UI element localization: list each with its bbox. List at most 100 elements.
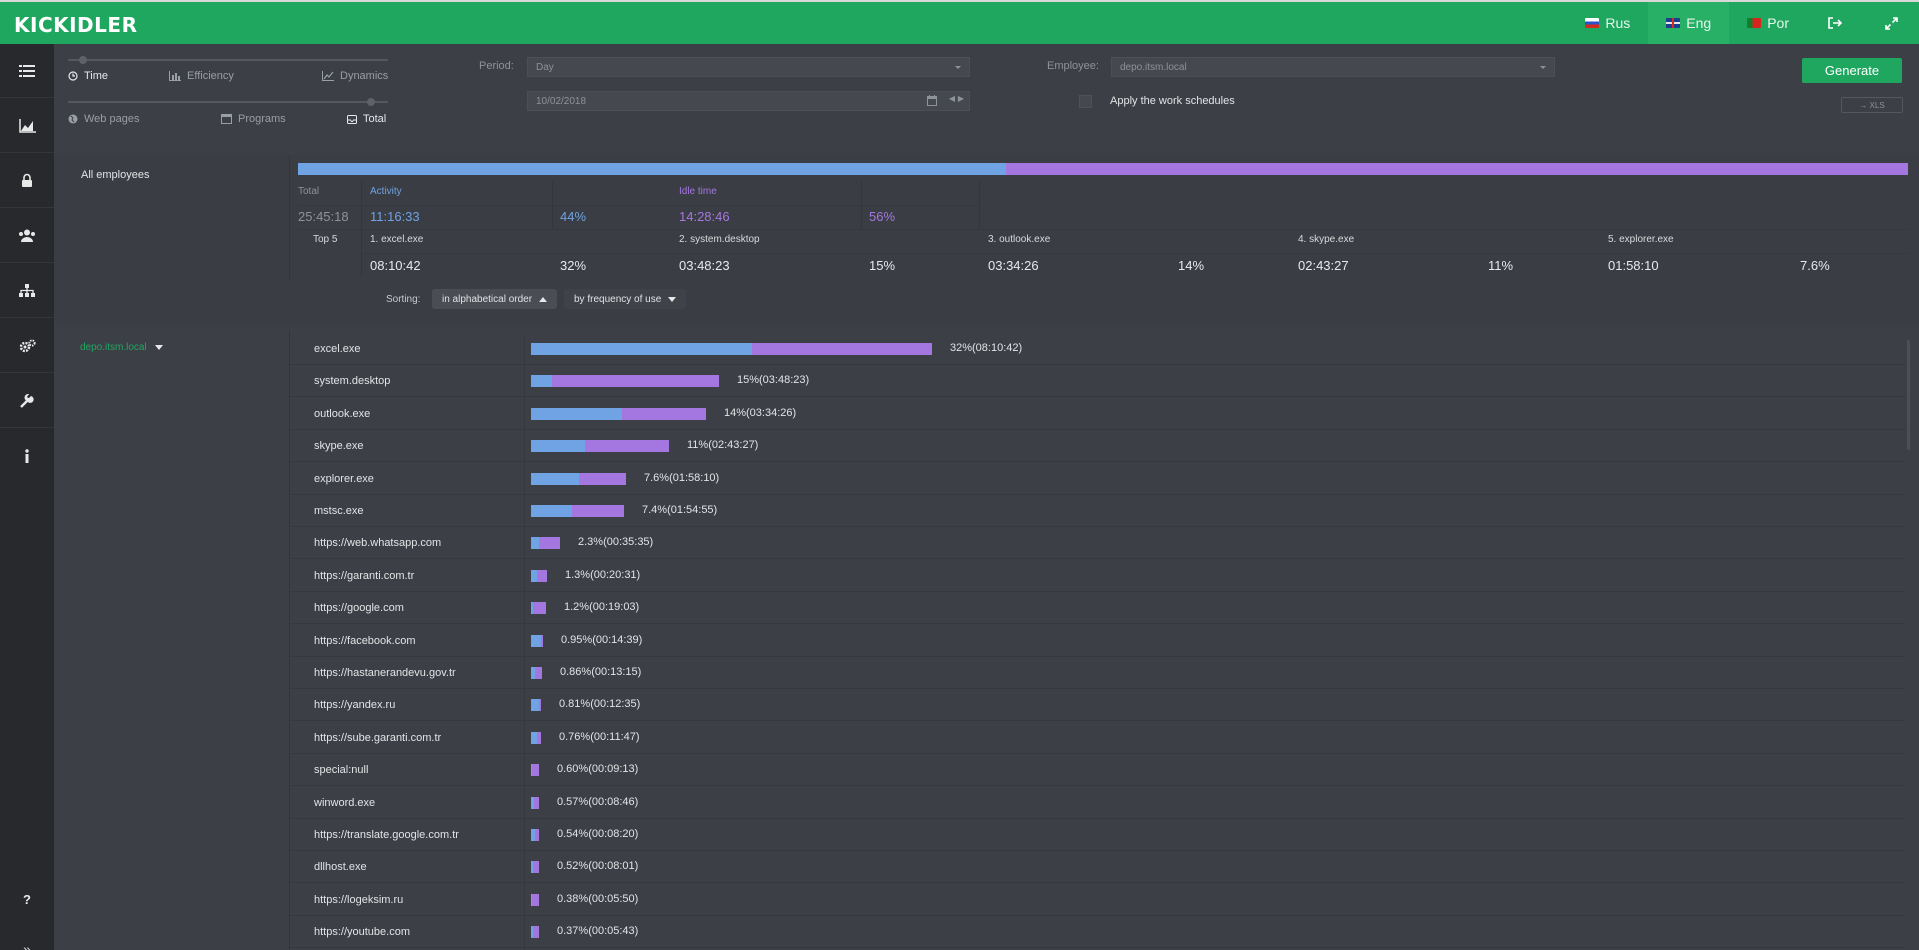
table-row[interactable]: https://google.com 1.2%(00:19:03)	[290, 592, 1905, 625]
idle-segment	[535, 667, 542, 679]
option-dynamics[interactable]: Dynamics	[322, 70, 388, 82]
table-row[interactable]: outlook.exe 14%(03:34:26)	[290, 398, 1905, 430]
top5-percent: 7.6%	[1800, 258, 1830, 273]
chart-icon[interactable]	[0, 99, 54, 153]
row-name: https://sube.garanti.com.tr	[314, 731, 442, 744]
idle-segment	[537, 569, 547, 582]
idle-value: 14:28:46	[679, 209, 730, 224]
hierarchy-icon[interactable]	[0, 264, 54, 318]
usage-bar	[531, 375, 719, 388]
top-nav: Rus Eng Por	[1567, 2, 1919, 44]
view-slider-track[interactable]	[68, 59, 388, 61]
idle-segment	[572, 505, 624, 517]
option-total-label: Total	[363, 113, 387, 125]
apply-schedules-checkbox[interactable]	[1079, 95, 1092, 108]
group-name: All employees	[81, 169, 150, 181]
scope-slider-knob[interactable]	[367, 98, 375, 106]
usage-bar	[531, 699, 541, 712]
row-name: mstsc.exe	[314, 505, 364, 517]
calendar-icon[interactable]	[927, 95, 937, 109]
lang-por[interactable]: Por	[1729, 2, 1807, 44]
fullscreen-icon[interactable]	[1863, 2, 1919, 44]
chevron-down-icon	[1540, 66, 1546, 69]
generate-button[interactable]: Generate	[1802, 58, 1902, 83]
top5-time: 03:34:26	[988, 258, 1039, 273]
date-field[interactable]: 10/02/2018 ◀ ▶	[527, 91, 970, 111]
table-row[interactable]: skype.exe 11%(02:43:27)	[290, 430, 1905, 463]
period-select[interactable]: Day	[527, 57, 970, 77]
view-slider-knob[interactable]	[79, 56, 87, 64]
top5-percent: 11%	[1488, 258, 1514, 273]
table-row[interactable]: mstsc.exe 7.4%(01:54:55)	[290, 495, 1905, 527]
employee-label: Employee:	[1047, 60, 1099, 72]
option-time[interactable]: Time	[68, 70, 108, 82]
idle-segment	[552, 375, 719, 388]
row-name: outlook.exe	[314, 407, 371, 420]
sort-alphabetical-button[interactable]: in alphabetical order	[432, 289, 558, 309]
row-value: 14%(03:34:26)	[724, 406, 797, 419]
lang-eng[interactable]: Eng	[1648, 2, 1730, 44]
table-row[interactable]: https://sube.garanti.com.tr 0.76%(00:11:4…	[290, 722, 1905, 754]
users-icon[interactable]	[0, 209, 54, 263]
logout-icon[interactable]	[1807, 2, 1863, 44]
idle-label: Idle time	[679, 186, 717, 197]
row-name: https://youtube.com	[314, 926, 410, 939]
row-name: special:null	[314, 764, 369, 777]
idle-segment	[541, 634, 543, 647]
table-row[interactable]: winword.exe 0.57%(00:08:46)	[290, 787, 1905, 819]
activity-label: Activity	[370, 186, 402, 197]
activity-segment	[531, 731, 537, 744]
table-row[interactable]: https://logeksim.ru 0.38%(00:05:50)	[290, 884, 1905, 916]
option-programs[interactable]: Programs	[221, 113, 286, 125]
table-row[interactable]: https://translate.google.com.tr 0.54%(00:…	[290, 819, 1905, 851]
table-row[interactable]: https://youtube.com 0.37%(00:05:43)	[290, 916, 1905, 949]
row-value: 1.2%(00:19:03)	[564, 601, 640, 614]
table-row[interactable]: system.desktop 15%(03:48:23)	[290, 365, 1905, 398]
table-row[interactable]: https://web.whatsapp.com 2.3%(00:35:35)	[290, 527, 1905, 560]
expand-icon[interactable]: »	[23, 941, 31, 950]
list-scrollbar[interactable]	[1907, 340, 1910, 450]
employee-select[interactable]: depo.itsm.local	[1111, 57, 1555, 77]
activity-segment	[531, 537, 539, 550]
period-select-value: Day	[536, 62, 554, 73]
option-programs-label: Programs	[238, 113, 286, 125]
table-row[interactable]: explorer.exe 7.6%(01:58:10)	[290, 463, 1905, 495]
info-icon[interactable]	[0, 429, 54, 483]
table-row[interactable]: https://facebook.com 0.95%(00:14:39)	[290, 625, 1905, 657]
table-row[interactable]: special:null 0.60%(00:09:13)	[290, 754, 1905, 787]
option-web-pages[interactable]: Web pages	[68, 113, 139, 125]
idle-segment	[539, 537, 560, 550]
table-row[interactable]: https://garanti.com.tr 1.3%(00:20:31)	[290, 560, 1905, 592]
export-xls-button[interactable]: → XLS	[1841, 97, 1903, 113]
wrench-icon[interactable]	[0, 374, 54, 428]
total-value: 25:45:18	[298, 209, 349, 224]
lang-rus[interactable]: Rus	[1567, 2, 1648, 44]
sort-frequency-button[interactable]: by frequency of use	[564, 289, 687, 309]
chevron-down-icon	[154, 345, 163, 350]
scope-slider-track[interactable]	[68, 101, 388, 103]
activity-segment	[531, 764, 532, 777]
top5-percent: 14%	[1178, 258, 1205, 273]
table-row[interactable]: dllhost.exe 0.52%(00:08:01)	[290, 851, 1905, 884]
row-value: 0.37%(00:05:43)	[557, 925, 639, 938]
option-total[interactable]: Total	[347, 113, 386, 125]
idle-segment	[752, 343, 932, 355]
top5-percent: 15%	[869, 258, 896, 273]
top5-label: Top 5	[313, 234, 338, 245]
row-name: https://garanti.com.tr	[314, 569, 415, 582]
window-icon	[221, 114, 232, 124]
help-icon[interactable]: ?	[23, 891, 31, 907]
table-row[interactable]: excel.exe 32%(08:10:42)	[290, 333, 1905, 365]
table-row[interactable]: https://yandex.ru 0.81%(00:12:35)	[290, 689, 1905, 722]
employee-link[interactable]: depo.itsm.local	[80, 342, 163, 353]
previous-day-icon[interactable]: ◀	[948, 94, 955, 103]
option-efficiency[interactable]: Efficiency	[169, 70, 234, 82]
row-name: system.desktop	[314, 375, 391, 388]
activity-bar-segment	[298, 163, 1006, 175]
table-row[interactable]: https://hastanerandevu.gov.tr 0.86%(00:13…	[290, 657, 1905, 689]
lock-icon[interactable]	[0, 154, 54, 208]
activity-segment	[531, 796, 534, 809]
next-day-icon[interactable]: ▶	[957, 94, 964, 103]
gears-icon[interactable]	[0, 319, 54, 373]
list-icon[interactable]	[0, 44, 54, 98]
